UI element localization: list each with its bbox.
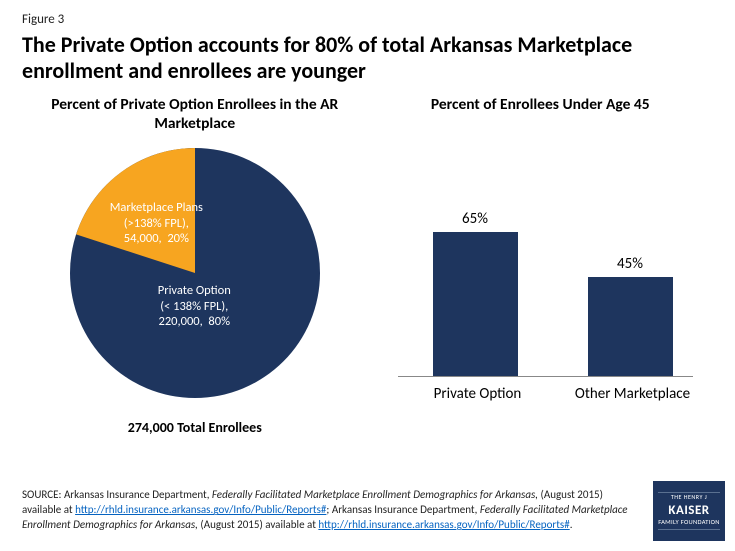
source-link[interactable]: http://rhld.insurance.arkansas.gov/Info/… (318, 518, 569, 531)
logo-line-bot: FAMILY FOUNDATION (658, 519, 720, 529)
bar-category-label: Other Marketplace (558, 385, 708, 403)
kff-logo: THE HENRY J KAISER FAMILY FOUNDATION (653, 481, 725, 541)
bar-chart: 65% 45% Private Option Other Marketplace (398, 131, 694, 401)
pie-svg (70, 148, 320, 398)
bar-value-label: 65% (433, 210, 518, 228)
bar-category-label: Private Option (413, 385, 543, 403)
logo-line-top: THE HENRY J (658, 492, 720, 502)
bar-chart-panel: Percent of Enrollees Under Age 45 65% 45… (368, 96, 714, 436)
figure-label: Figure 3 (22, 12, 64, 27)
source-citation: SOURCE: Arkansas Insurance Department, F… (22, 488, 639, 533)
pie-chart-panel: Percent of Private Option Enrollees in t… (22, 96, 368, 436)
pie-caption: 274,000 Total Enrollees (22, 419, 368, 436)
pie-chart: Marketplace Plans (>138% FPL), 54,000, 2… (70, 148, 320, 398)
source-link[interactable]: http://rhld.insurance.arkansas.gov/Info/… (75, 503, 326, 516)
source-text: SOURCE: Arkansas Insurance Department, (22, 488, 212, 501)
pie-slice-b-label: Private Option (< 138% FPL), 220,000, 80… (158, 283, 231, 330)
logo-line-mid: KAISER (655, 504, 723, 518)
pie-chart-title: Percent of Private Option Enrollees in t… (22, 96, 368, 133)
pie-slice-a-label: Marketplace Plans (>138% FPL), 54,000, 2… (110, 200, 203, 247)
bar-plot-area: 65% 45% (398, 155, 694, 377)
charts-row: Percent of Private Option Enrollees in t… (22, 96, 713, 436)
source-italic: Federally Facilitated Marketplace Enroll… (212, 488, 541, 501)
page-title: The Private Option accounts for 80% of t… (22, 32, 713, 85)
bar-private-option: 65% (433, 232, 518, 376)
source-text: ; Arkansas Insurance Department, (326, 503, 479, 516)
source-text: . (570, 518, 573, 531)
source-text: (August 2015) available at (200, 518, 318, 531)
bar-value-label: 45% (588, 255, 673, 273)
bar-other-marketplace: 45% (588, 277, 673, 376)
bar-chart-title: Percent of Enrollees Under Age 45 (368, 96, 714, 115)
